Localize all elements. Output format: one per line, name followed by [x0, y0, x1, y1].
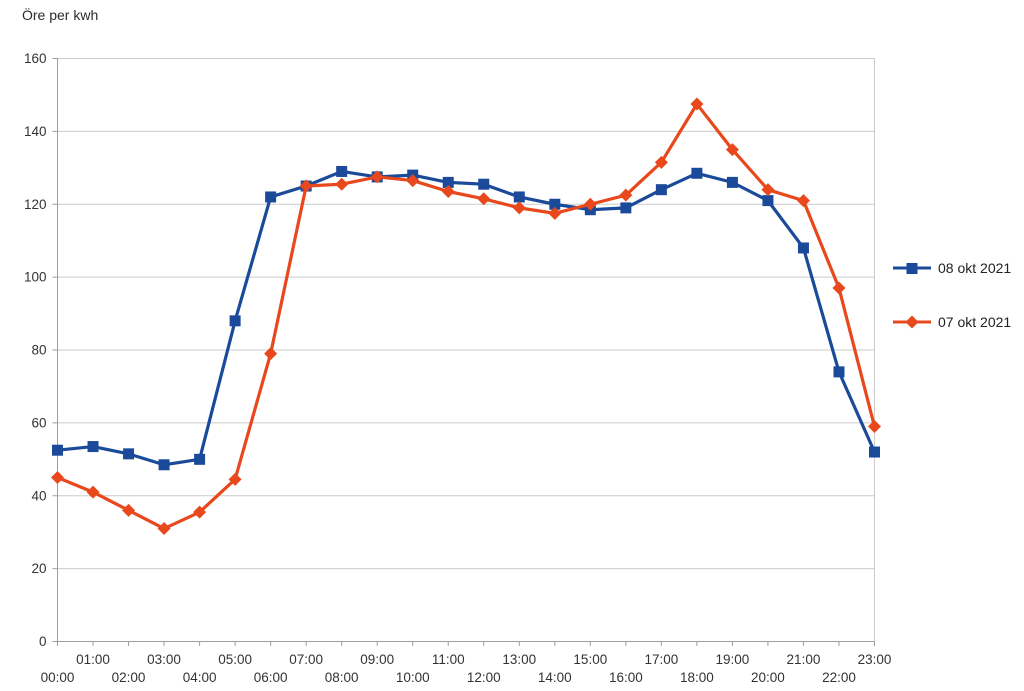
data-point-marker: [869, 446, 880, 458]
data-point-marker: [336, 165, 348, 177]
x-axis-label: 03:00: [147, 652, 181, 667]
series-line-07-okt-2021: [55, 102, 877, 531]
legend-marker-square-icon: [893, 263, 931, 274]
x-axis-label: 02:00: [112, 670, 146, 685]
data-point-marker: [725, 143, 739, 157]
x-axis-label: 23:00: [858, 652, 892, 667]
y-axis-label: 60: [31, 415, 46, 430]
x-axis-label: 16:00: [609, 670, 643, 685]
data-point-marker: [761, 183, 775, 197]
data-point-marker: [619, 188, 633, 202]
data-point-marker: [299, 179, 313, 193]
data-point-marker: [832, 281, 846, 295]
chart-legend: 08 okt 2021 07 okt 2021: [893, 254, 1023, 362]
x-axis-label: 11:00: [432, 652, 465, 667]
data-point-marker: [264, 347, 278, 361]
y-axis-label: 100: [24, 270, 47, 285]
series-line-08-okt-2021: [55, 169, 877, 467]
x-axis-label: 14:00: [538, 670, 572, 685]
data-point-marker: [654, 155, 668, 169]
data-point-marker: [442, 176, 454, 188]
data-point-marker: [583, 197, 597, 211]
data-point-marker: [157, 522, 171, 536]
data-point-marker: [229, 315, 241, 327]
x-axis-label: 20:00: [751, 670, 785, 685]
x-axis-label: 08:00: [325, 670, 359, 685]
x-axis-label: 15:00: [573, 652, 607, 667]
data-point-marker: [797, 242, 809, 254]
y-axis-label: 140: [24, 124, 47, 139]
data-point-marker: [335, 177, 349, 191]
y-axis-label: 120: [24, 197, 47, 212]
data-point-marker: [441, 184, 455, 198]
x-axis-label: 06:00: [254, 670, 288, 685]
data-point-marker: [512, 201, 526, 215]
data-point-marker: [477, 192, 491, 206]
data-point-marker: [868, 420, 881, 434]
x-axis-label: 00:00: [41, 670, 75, 685]
data-point-marker: [549, 198, 561, 210]
chart-title: Öre per kwh: [22, 7, 99, 23]
data-point-marker: [726, 176, 738, 188]
legend-label: 08 okt 2021: [938, 260, 1012, 276]
data-point-marker: [52, 444, 63, 456]
data-point-marker: [193, 505, 207, 519]
data-point-marker: [87, 441, 99, 453]
data-point-marker: [122, 503, 136, 517]
data-point-marker: [123, 448, 135, 460]
x-axis-label: 21:00: [787, 652, 821, 667]
data-point-marker: [406, 174, 420, 188]
data-point-marker: [86, 485, 100, 499]
y-axis-label: 80: [31, 343, 46, 358]
x-axis-label: 10:00: [396, 670, 430, 685]
x-axis-label: 07:00: [289, 652, 323, 667]
x-axis-label: 18:00: [680, 670, 714, 685]
data-point-marker: [228, 472, 242, 486]
x-axis-label: 22:00: [822, 670, 856, 685]
y-axis-label: 20: [31, 561, 46, 576]
data-point-marker: [762, 195, 774, 207]
data-point-marker: [548, 206, 562, 220]
data-point-marker: [158, 459, 170, 471]
data-point-marker: [370, 170, 384, 184]
data-point-marker: [513, 191, 525, 203]
x-axis-label: 09:00: [360, 652, 394, 667]
legend-item-08-okt-2021: 08 okt 2021: [893, 254, 1023, 282]
data-point-marker: [51, 471, 64, 485]
legend-label: 07 okt 2021: [938, 314, 1012, 330]
data-point-marker: [194, 453, 206, 465]
x-axis-label: 12:00: [467, 670, 501, 685]
x-axis-label: 13:00: [502, 652, 536, 667]
y-axis-label: 160: [24, 51, 47, 66]
x-axis-label: 17:00: [644, 652, 678, 667]
x-axis-label: 04:00: [183, 670, 217, 685]
y-axis-label: 40: [31, 488, 46, 503]
y-axis-label: 0: [39, 634, 47, 649]
data-point-marker: [796, 194, 810, 208]
legend-item-07-okt-2021: 07 okt 2021: [893, 308, 1023, 336]
data-point-marker: [620, 202, 632, 214]
data-point-marker: [690, 97, 704, 111]
x-axis-label: 05:00: [218, 652, 252, 667]
data-point-marker: [691, 167, 703, 179]
data-point-marker: [265, 191, 277, 203]
legend-marker-diamond-icon: [893, 315, 931, 329]
x-axis-label: 19:00: [716, 652, 750, 667]
data-point-marker: [478, 178, 490, 190]
data-point-marker: [833, 366, 845, 378]
data-point-marker: [655, 184, 667, 196]
x-axis-label: 01:00: [76, 652, 110, 667]
